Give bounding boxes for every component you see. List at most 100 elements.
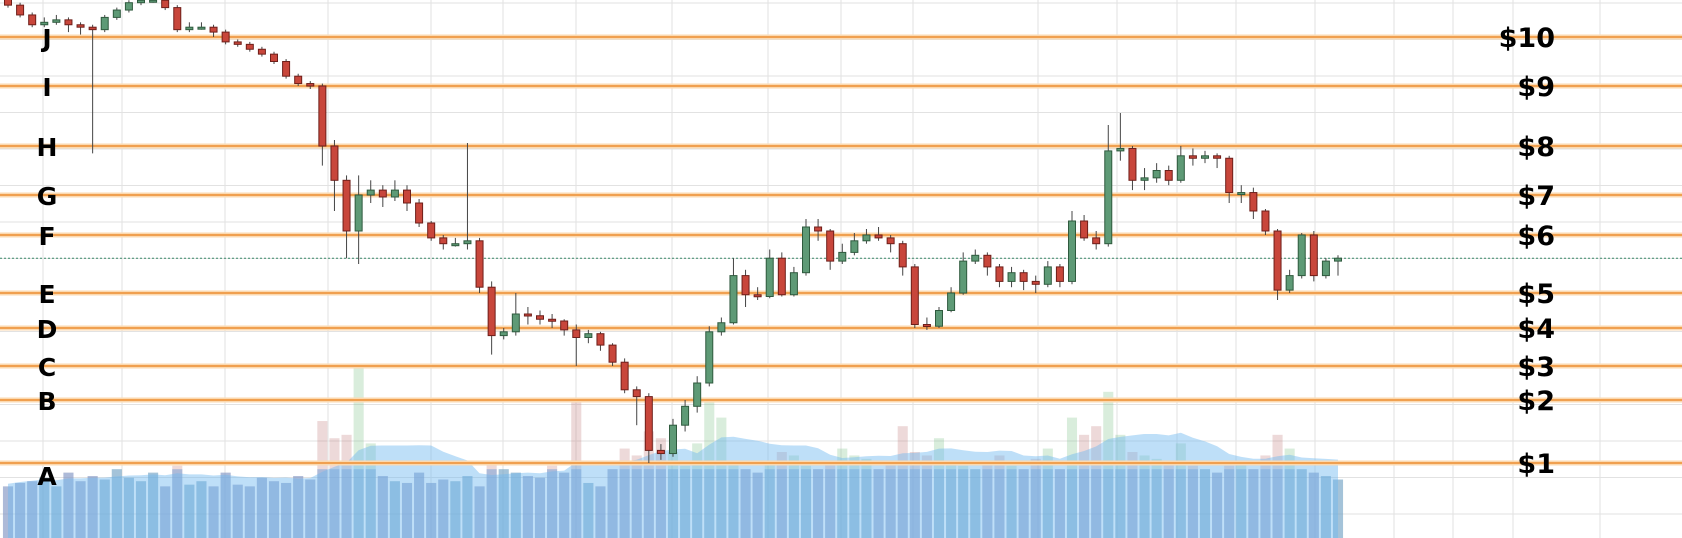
level-labels: A $1 B $2 C $3 D $4 E $5 F $6 G $7 H $8 I $9 J $10 — [37, 23, 1555, 491]
candle-body — [403, 189, 411, 204]
candle — [826, 229, 835, 270]
candle — [52, 14, 61, 25]
level-price-label: $1 — [1517, 449, 1555, 480]
volume-bar-base — [897, 469, 908, 538]
candle-body — [753, 294, 762, 298]
volume-bar-base — [631, 469, 642, 538]
candle-body — [1140, 177, 1149, 181]
volume-bar-base — [353, 469, 364, 538]
candle — [124, 0, 133, 13]
candle — [669, 418, 677, 457]
volume-bar-base — [970, 469, 981, 538]
level-letter-label: G — [37, 182, 58, 211]
candle — [838, 243, 847, 264]
candle — [173, 5, 182, 33]
volume-bar-base — [27, 481, 38, 538]
volume-bar-base — [486, 469, 497, 538]
volume-bar-base — [1042, 469, 1053, 538]
candle — [282, 59, 291, 79]
candle — [1225, 155, 1234, 203]
volume-bar-base — [510, 472, 521, 538]
volume-bar-base — [680, 469, 691, 538]
candle-body — [1128, 147, 1137, 181]
candle-body — [1213, 155, 1222, 159]
candle-body — [959, 260, 968, 294]
candle-body — [765, 257, 774, 298]
candle-body — [826, 230, 835, 262]
volume-bar-base — [1018, 469, 1029, 538]
candle — [681, 400, 690, 432]
candle-body — [52, 19, 61, 23]
candle — [705, 326, 714, 387]
candle-body — [656, 449, 665, 455]
volume-bar-base — [293, 476, 304, 538]
volume-bar-base — [341, 469, 352, 538]
volume-bar — [353, 366, 364, 538]
price-levels — [0, 34, 1682, 466]
candle — [1140, 168, 1149, 191]
volume-bar-base — [377, 476, 388, 538]
candle-body — [124, 2, 133, 11]
volume-bar-base — [994, 469, 1005, 538]
volume-bar-base — [160, 486, 171, 538]
level-price-label: $7 — [1517, 181, 1555, 212]
level-letter-label: C — [38, 353, 56, 382]
candle — [403, 185, 411, 211]
candle-body — [137, 0, 145, 4]
candle — [318, 83, 327, 166]
candle-body — [4, 0, 12, 6]
candle — [910, 264, 919, 328]
volume-bar-base — [365, 469, 376, 538]
volume-bar-base — [776, 469, 787, 538]
candle-body — [270, 53, 278, 63]
volume-bar-base — [184, 484, 195, 538]
candle-body — [608, 344, 617, 363]
volume-bar-base — [716, 469, 727, 538]
volume-bar-base — [873, 469, 884, 538]
candle-body — [802, 226, 810, 274]
candle-body — [1297, 234, 1306, 277]
volume-bar-base — [87, 476, 98, 538]
candle — [294, 73, 303, 86]
candle — [245, 41, 254, 52]
candle — [306, 81, 315, 89]
volume-bar-base — [329, 469, 340, 538]
volume-bar-base — [462, 476, 473, 538]
candle-body — [28, 14, 37, 26]
candle-body — [76, 24, 85, 28]
candle — [959, 252, 968, 295]
candle-body — [548, 318, 557, 322]
candle — [1285, 269, 1294, 293]
candle-body — [560, 320, 569, 331]
candle — [366, 180, 375, 203]
volume-bar-base — [788, 469, 799, 538]
candle-body — [64, 19, 73, 26]
candle — [1031, 275, 1040, 293]
volume-bar-base — [1127, 469, 1138, 538]
candle — [330, 140, 339, 211]
candle — [427, 221, 436, 241]
candle — [112, 7, 121, 20]
candle-body — [1201, 155, 1209, 159]
level-price-label: $5 — [1517, 279, 1555, 310]
candle — [935, 307, 943, 328]
candle — [693, 376, 702, 413]
volume-bar-base — [474, 486, 485, 538]
candle — [741, 269, 750, 307]
candle-body — [693, 382, 702, 407]
candle — [221, 29, 230, 45]
candle — [342, 175, 351, 259]
level-letter-label: H — [37, 133, 58, 162]
candle — [209, 24, 218, 37]
candles — [4, 0, 1342, 463]
candle-body — [910, 266, 919, 325]
candle-body — [161, 0, 170, 9]
level-price-label: $6 — [1517, 221, 1555, 252]
volume-bar-base — [1272, 469, 1283, 538]
candle-body — [342, 179, 351, 232]
candle-body — [318, 85, 327, 147]
candle — [185, 22, 194, 33]
candle-body — [1055, 266, 1064, 282]
candle — [487, 281, 496, 355]
candle — [777, 252, 786, 297]
